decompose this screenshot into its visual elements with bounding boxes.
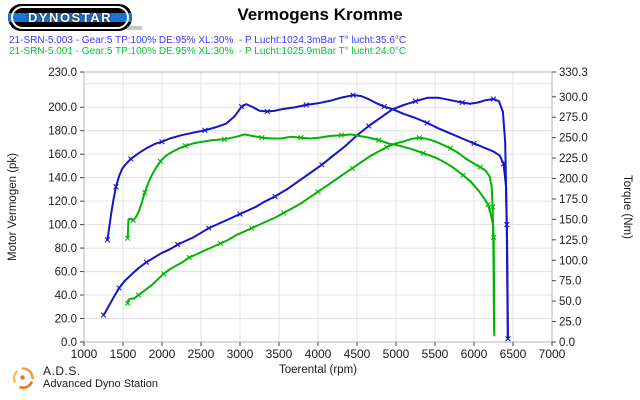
svg-text:1500: 1500 [110, 347, 137, 361]
logo-stripe [8, 13, 132, 22]
svg-text:230.0: 230.0 [48, 67, 77, 79]
svg-text:300.0: 300.0 [559, 92, 588, 104]
svg-text:0.0: 0.0 [61, 337, 77, 349]
ads-footer: A.D.S. Advanced Dyno Station [10, 365, 158, 391]
svg-text:75.0: 75.0 [559, 276, 581, 288]
svg-text:1000: 1000 [71, 347, 98, 361]
svg-text:100.0: 100.0 [559, 255, 588, 267]
gridlines [84, 72, 552, 342]
svg-text:4000: 4000 [305, 347, 332, 361]
ads-abbr: A.D.S. [43, 364, 81, 378]
legend-run-003: 21-SRN-5.003 - Gear:5 TP:100% DE:95% XL:… [9, 35, 407, 46]
logo-capsule: Dynostar [11, 6, 129, 29]
svg-text:2500: 2500 [188, 347, 215, 361]
svg-text:6500: 6500 [500, 347, 527, 361]
series-21-srn-5-001-power [124, 134, 496, 332]
svg-text:5500: 5500 [422, 347, 449, 361]
legend-run-001: 21-SRN-5.001 - Gear:5 TP:100% DE:95% XL:… [9, 46, 407, 57]
svg-text:80.0: 80.0 [55, 243, 77, 255]
svg-text:225.0: 225.0 [559, 153, 588, 165]
svg-text:175.0: 175.0 [559, 194, 588, 206]
yaxis-right-title: Torque (Nm) [621, 175, 633, 239]
dynostar-logo: Dynostar [8, 4, 132, 31]
ads-name: Advanced Dyno Station [43, 378, 158, 390]
logo-fine-print [127, 26, 142, 30]
svg-text:25.0: 25.0 [559, 317, 581, 329]
svg-text:150.0: 150.0 [559, 214, 588, 226]
svg-text:3500: 3500 [266, 347, 293, 361]
svg-text:40.0: 40.0 [55, 290, 77, 302]
svg-text:160.0: 160.0 [48, 149, 77, 161]
svg-text:60.0: 60.0 [55, 267, 77, 279]
xaxis-title: Toerental (rpm) [279, 364, 357, 376]
svg-text:20.0: 20.0 [55, 314, 77, 326]
svg-text:3000: 3000 [227, 347, 254, 361]
axis-ticks [80, 71, 556, 346]
svg-text:330.3: 330.3 [559, 67, 588, 79]
svg-text:120.0: 120.0 [48, 196, 77, 208]
svg-text:7000: 7000 [539, 347, 566, 361]
svg-text:200.0: 200.0 [48, 102, 77, 114]
svg-text:275.0: 275.0 [559, 112, 588, 124]
svg-text:200.0: 200.0 [559, 174, 588, 186]
svg-text:50.0: 50.0 [559, 296, 581, 308]
svg-text:180.0: 180.0 [48, 126, 77, 138]
svg-text:2000: 2000 [149, 347, 176, 361]
series-21-srn-5-003-torque [104, 92, 511, 342]
svg-text:100.0: 100.0 [48, 220, 77, 232]
svg-text:250.0: 250.0 [559, 133, 588, 145]
svg-text:4500: 4500 [344, 347, 371, 361]
yaxis-left-title: Motor Vermogen (pk) [7, 153, 19, 261]
axis-tick-labels: 1000 1500 2000 2500 3000 3500 4000 4500 5000 5500… [48, 67, 588, 361]
series-21-srn-5-001-torque [124, 132, 497, 337]
ads-swirl-icon [12, 367, 34, 389]
logo-text: Dynostar [28, 10, 112, 25]
page-title: Vermogens Kromme [237, 5, 403, 24]
series-21-srn-5-003-power [100, 96, 510, 340]
svg-text:125.0: 125.0 [559, 235, 588, 247]
svg-text:6000: 6000 [461, 347, 488, 361]
svg-text:140.0: 140.0 [48, 173, 77, 185]
svg-text:0.0: 0.0 [559, 337, 575, 349]
svg-text:5000: 5000 [383, 347, 410, 361]
